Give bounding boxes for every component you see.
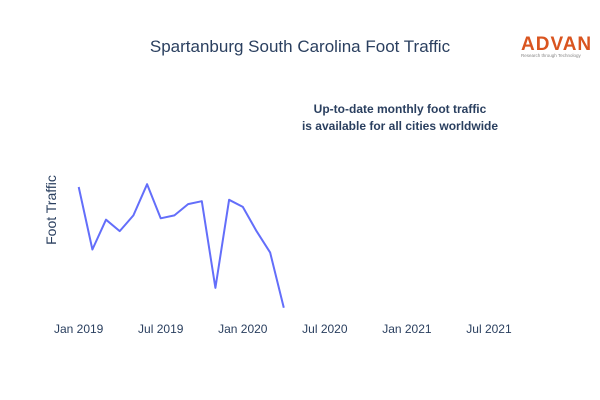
brand-name: ADVAN	[521, 34, 592, 55]
plot-area	[77, 182, 286, 310]
data-point	[200, 199, 204, 203]
data-point	[227, 198, 231, 202]
data-point	[186, 202, 190, 206]
data-point	[145, 182, 149, 186]
data-point	[104, 218, 108, 222]
annotation-line-2: is available for all cities worldwide	[302, 119, 498, 133]
x-tick-label: Jan 2021	[382, 322, 432, 336]
series-line	[77, 183, 285, 308]
data-point	[118, 229, 122, 233]
x-tick-label: Jul 2021	[466, 322, 512, 336]
data-point	[90, 248, 94, 252]
data-point	[268, 250, 272, 254]
data-point	[213, 286, 217, 290]
data-point	[131, 213, 135, 217]
data-point	[254, 229, 258, 233]
x-tick-label: Jul 2019	[138, 322, 184, 336]
data-point	[282, 306, 286, 310]
annotation-line-1: Up-to-date monthly foot traffic	[314, 102, 487, 116]
x-tick-label: Jan 2019	[54, 322, 104, 336]
x-tick-label: Jul 2020	[302, 322, 348, 336]
x-axis-ticks: Jan 2019 Jul 2019 Jan 2020 Jul 2020 Jan 2021…	[54, 322, 512, 336]
chart-title: Spartanburg South Carolina Foot Traffic	[150, 37, 451, 56]
data-point	[159, 216, 163, 220]
brand-logo: ADVAN Research through Technology	[521, 34, 592, 58]
brand-tagline: Research through Technology	[521, 53, 581, 58]
data-point	[77, 185, 81, 189]
y-axis-label: Foot Traffic	[43, 175, 59, 245]
data-point	[172, 213, 176, 217]
data-point	[241, 205, 245, 209]
x-tick-label: Jan 2020	[218, 322, 268, 336]
